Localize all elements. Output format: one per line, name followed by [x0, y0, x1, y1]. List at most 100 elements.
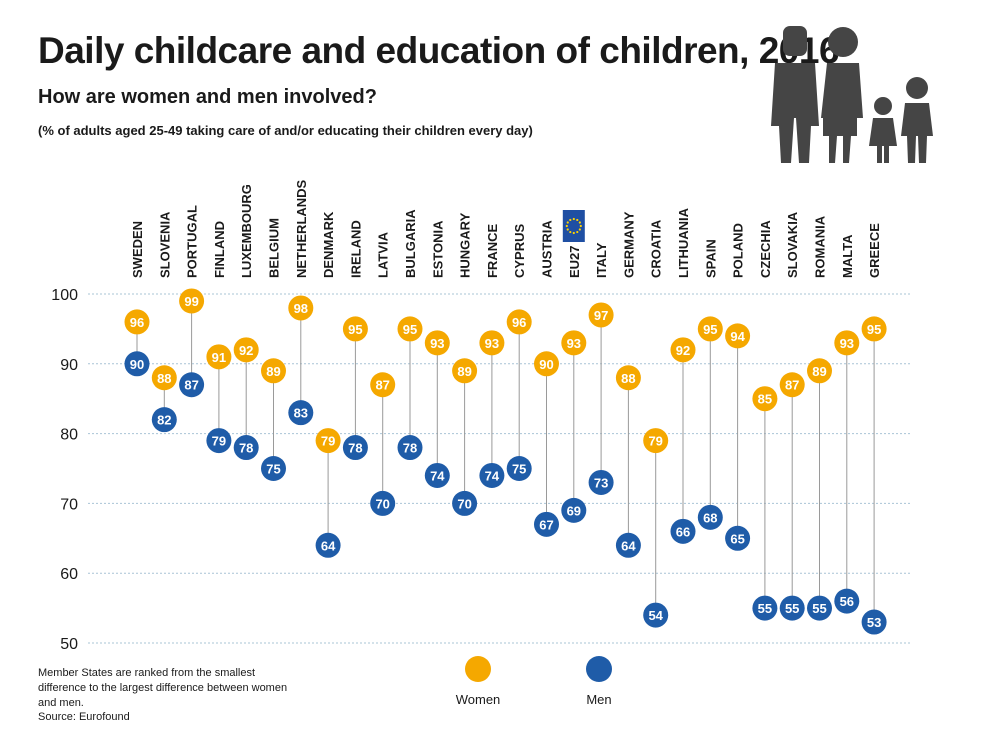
women-dot-label: 90: [539, 357, 553, 372]
men-dot-label: 64: [621, 538, 636, 553]
men-dot-label: 53: [867, 615, 881, 630]
men-dot-label: 55: [758, 601, 772, 616]
women-dot: [670, 337, 696, 363]
men-dot: [342, 435, 368, 461]
men-dot-label: 90: [130, 357, 144, 372]
men-dot: [151, 407, 177, 433]
men-dot: [779, 595, 805, 621]
category-label: ROMANIA: [813, 215, 828, 278]
men-dot: [561, 497, 587, 523]
ranking-footnote: Member States are ranked from the smalle…: [38, 667, 288, 709]
women-dot: [179, 288, 205, 314]
men-dot-label: 75: [512, 462, 526, 477]
men-dot: [397, 435, 423, 461]
men-dot: [124, 351, 150, 377]
category-label: FRANCE: [485, 224, 500, 278]
women-dot-label: 92: [676, 343, 690, 358]
category-label: POLAND: [731, 223, 746, 278]
men-dot-label: 68: [703, 510, 717, 525]
men-dot: [424, 462, 450, 488]
women-dot: [561, 330, 587, 356]
source-note: Source: Eurofound: [38, 711, 130, 723]
women-dot: [151, 365, 177, 391]
women-dot: [424, 330, 450, 356]
category-label: CYPRUS: [512, 223, 527, 278]
women-dot: [697, 316, 723, 342]
men-dot: [261, 456, 286, 481]
legend-swatch: [586, 656, 612, 682]
men-dot-label: 78: [403, 441, 417, 456]
women-dot-label: 87: [785, 378, 799, 393]
men-dot-label: 78: [239, 441, 253, 456]
category-label: BULGARIA: [403, 209, 418, 278]
men-dot-label: 69: [567, 503, 581, 518]
category-label: GREECE: [867, 223, 882, 278]
category-label: EU27: [567, 245, 582, 278]
category-label: LUXEMBOURG: [239, 184, 254, 278]
family-silhouette-icon: [771, 26, 933, 163]
y-tick-label: 90: [60, 357, 78, 374]
men-dot: [725, 525, 751, 551]
women-dot: [479, 330, 505, 356]
women-dot: [861, 316, 887, 342]
women-dot: [725, 323, 751, 349]
women-dot: [370, 372, 396, 398]
category-label: SLOVENIA: [157, 211, 172, 278]
page-title: Daily childcare and education of childre…: [38, 30, 840, 71]
women-dot-label: 95: [703, 322, 717, 337]
men-dot-label: 83: [294, 406, 308, 421]
men-dot-label: 55: [785, 601, 799, 616]
women-dot: [288, 295, 314, 321]
women-dot: [779, 372, 805, 398]
women-dot: [206, 344, 232, 370]
category-label: CROATIA: [649, 219, 664, 278]
men-dot: [643, 602, 669, 628]
women-dot: [615, 365, 641, 391]
men-dot-label: 54: [648, 608, 663, 623]
women-dot-label: 95: [348, 322, 362, 337]
women-dot: [452, 358, 478, 384]
women-dot-label: 85: [758, 392, 772, 407]
category-label: IRELAND: [348, 220, 363, 278]
men-dot-label: 65: [730, 531, 744, 546]
women-dot: [588, 302, 614, 328]
women-dot-label: 93: [840, 336, 854, 351]
men-dot: [807, 595, 832, 621]
women-dot-label: 89: [457, 364, 471, 379]
men-dot: [670, 518, 696, 544]
men-dot-label: 70: [457, 496, 471, 511]
men-dot-label: 67: [539, 517, 553, 532]
y-tick-label: 50: [60, 636, 78, 653]
women-dot: [342, 316, 368, 342]
women-dot-label: 79: [648, 434, 662, 449]
y-tick-label: 70: [60, 496, 78, 513]
men-dot: [752, 595, 778, 621]
men-dot-label: 70: [375, 496, 389, 511]
y-tick-label: 80: [60, 427, 78, 444]
women-dot-label: 93: [485, 336, 499, 351]
men-dot: [370, 490, 396, 516]
women-dot-label: 96: [512, 315, 526, 330]
category-label: LATVIA: [376, 231, 391, 278]
men-dot: [834, 588, 860, 614]
women-dot: [261, 358, 286, 384]
chart-note: (% of adults aged 25-49 taking care of a…: [38, 123, 533, 138]
men-dot: [534, 511, 559, 537]
women-dot: [397, 316, 423, 342]
women-dot: [643, 428, 669, 454]
men-dot-label: 74: [430, 468, 445, 483]
men-dot: [179, 372, 205, 398]
women-dot: [752, 386, 778, 412]
women-dot-label: 89: [266, 364, 280, 379]
men-dot-label: 79: [212, 434, 226, 449]
men-dot-label: 74: [485, 468, 500, 483]
category-label: LITHUANIA: [676, 207, 691, 278]
category-label: FINLAND: [212, 221, 227, 278]
women-dot-label: 95: [403, 322, 417, 337]
y-tick-label: 100: [51, 287, 78, 304]
category-label: DENMARK: [321, 211, 336, 278]
women-dot-label: 94: [730, 329, 745, 344]
men-dot-label: 55: [812, 601, 826, 616]
legend-label: Men: [586, 692, 611, 707]
